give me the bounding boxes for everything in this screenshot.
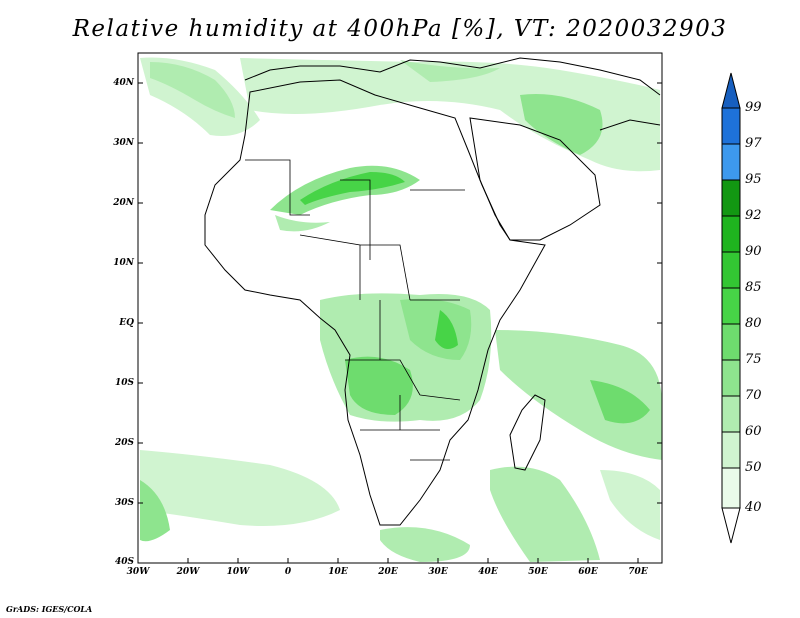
lat-label-eq: EQ [119,318,134,328]
lat-label-40n: 40N [113,78,134,88]
lat-label-10s: 10S [114,378,134,388]
colorbar-label-92: 92 [745,208,762,223]
colorbar-bin-97-99 [721,107,741,145]
lon-label-10e: 10E [328,567,348,577]
lat-label-20s: 20S [114,438,134,448]
africa-outline [204,79,546,526]
colorbar-top-arrow [721,72,741,109]
humidity-patch-indian-ocean [495,330,662,460]
colorbar-bin-60-70 [721,395,741,433]
coastlines [204,57,661,526]
colorbar-label-75: 75 [745,352,762,367]
lon-label-50e: 50E [528,567,548,577]
humidity-patch-south-atlantic [140,450,340,526]
colorbar-label-85: 85 [745,280,762,295]
colorbar-label-95: 95 [745,172,762,187]
south-asia-outline [599,119,661,131]
lat-label-30n: 30N [113,138,134,148]
colorbar-bin-50-60 [721,431,741,469]
colorbar-bin-80-85 [721,287,741,325]
lon-label-20w: 20W [176,567,200,577]
colorbar-bin-95-97 [721,143,741,181]
lat-label-40s: 40S [114,557,134,567]
colorbar-bottom-arrow [721,507,741,544]
colorbar-bin-85-90 [721,251,741,289]
colorbar-bin-92-95 [721,179,741,217]
map-frame [137,52,663,564]
colorbar-label-99: 99 [745,100,762,115]
colorbar-label-50: 50 [745,460,762,475]
lon-label-0: 0 [284,567,292,577]
colorbar-label-70: 70 [745,388,762,403]
arabia-outline [469,117,601,241]
map-title: Relative humidity at 400hPa [%], VT: 202… [72,16,728,42]
madagascar-outline [509,394,546,471]
colorbar-label-60: 60 [745,424,762,439]
lat-label-10n: 10N [113,258,134,268]
lon-label-10w: 10W [226,567,250,577]
colorbar-bin-90-92 [721,215,741,253]
lon-label-30e: 30E [428,567,448,577]
lon-label-20e: 20E [378,567,398,577]
humidity-patch-mediterranean [240,58,660,172]
colorbar-label-80: 80 [745,316,762,331]
lon-label-40e: 40E [478,567,498,577]
lat-label-30s: 30S [114,498,134,508]
lat-label-20n: 20N [113,198,134,208]
grads-credit: GrADS: IGES/COLA [6,604,93,614]
colorbar-label-40: 40 [745,500,762,515]
colorbar-bin-75-80 [721,323,741,361]
lon-label-60e: 60E [578,567,598,577]
tick-marks [138,82,662,564]
colorbar-label-90: 90 [745,244,762,259]
colorbar-label-97: 97 [745,136,762,151]
europe-outline [244,57,661,96]
humidity-field [140,57,662,562]
lon-label-30w: 30W [126,567,150,577]
colorbar-bin-70-75 [721,359,741,397]
colorbar-bin-40-50 [721,467,741,509]
colorbar [721,72,741,544]
lon-label-70e: 70E [628,567,648,577]
